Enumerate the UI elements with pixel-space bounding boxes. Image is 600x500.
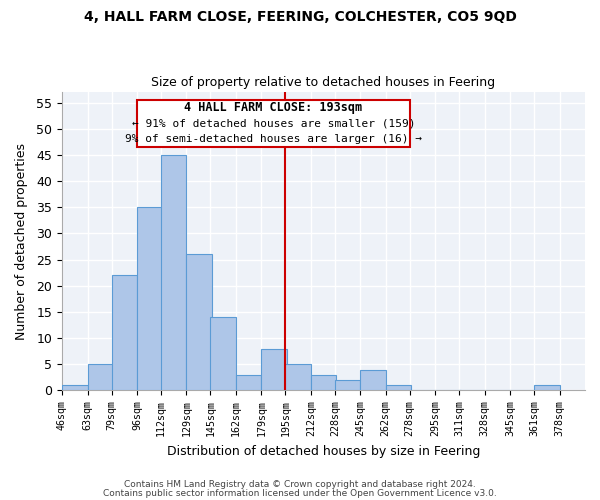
Text: Contains public sector information licensed under the Open Government Licence v3: Contains public sector information licen…	[103, 489, 497, 498]
FancyBboxPatch shape	[137, 100, 410, 147]
Title: Size of property relative to detached houses in Feering: Size of property relative to detached ho…	[151, 76, 496, 90]
Bar	[137, 207, 163, 390]
Text: 4, HALL FARM CLOSE, FEERING, COLCHESTER, CO5 9QD: 4, HALL FARM CLOSE, FEERING, COLCHESTER,…	[83, 10, 517, 24]
Bar	[187, 254, 212, 390]
Bar	[286, 364, 311, 390]
Bar	[335, 380, 360, 390]
Bar	[311, 374, 336, 390]
Text: 9% of semi-detached houses are larger (16) →: 9% of semi-detached houses are larger (1…	[125, 134, 422, 144]
Bar	[360, 370, 386, 390]
Bar	[211, 317, 236, 390]
Bar	[386, 385, 411, 390]
Text: ← 91% of detached houses are smaller (159): ← 91% of detached houses are smaller (15…	[131, 118, 415, 128]
Y-axis label: Number of detached properties: Number of detached properties	[15, 143, 28, 340]
Bar	[62, 385, 88, 390]
Bar	[112, 276, 137, 390]
Bar	[236, 374, 262, 390]
Text: 4 HALL FARM CLOSE: 193sqm: 4 HALL FARM CLOSE: 193sqm	[184, 102, 362, 114]
Bar	[262, 348, 287, 391]
Bar	[534, 385, 560, 390]
Bar	[161, 155, 187, 390]
X-axis label: Distribution of detached houses by size in Feering: Distribution of detached houses by size …	[167, 444, 480, 458]
Text: Contains HM Land Registry data © Crown copyright and database right 2024.: Contains HM Land Registry data © Crown c…	[124, 480, 476, 489]
Bar	[88, 364, 113, 390]
